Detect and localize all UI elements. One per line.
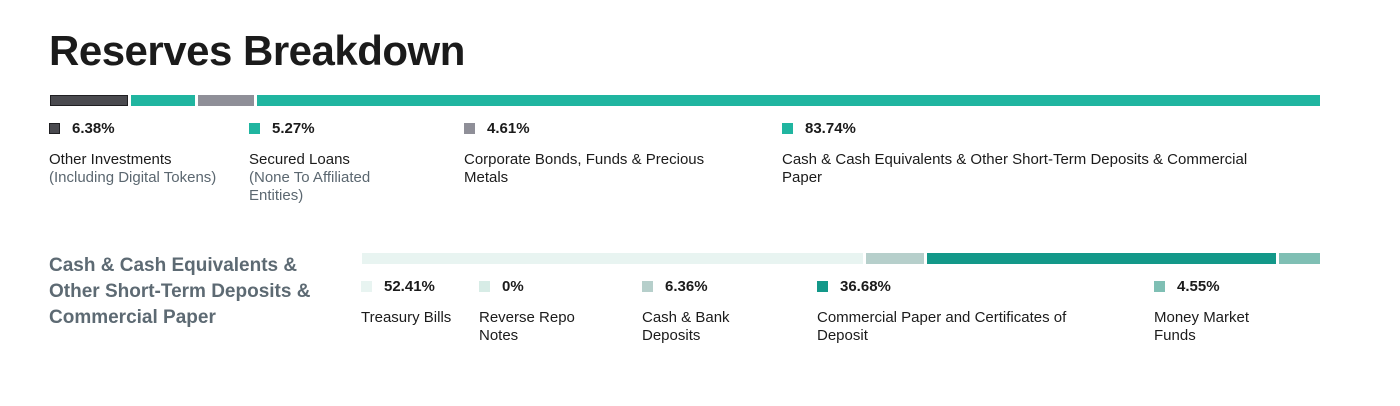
legend-percent: 5.27% [272,119,315,137]
bar-segment-5 [1279,253,1320,264]
legend-swatch [642,280,653,292]
legend-label: Other Investments [49,151,172,168]
legend-corporate-bonds: 4.61% Corporate Bonds, Funds & Precious … [464,119,734,187]
legend-label: Treasury Bills [361,309,452,326]
legend-percent: 4.61% [487,119,530,137]
legend-label: Corporate Bonds, Funds & Precious Metals [464,151,705,186]
legend-swatch [249,122,260,134]
legend-other-investments: 6.38% Other Investments (Including Digit… [49,119,229,187]
legend-label: Secured Loans [249,151,350,168]
bar-segment-1 [362,253,863,264]
legend-percent: 6.36% [665,277,708,295]
legend-swatch [361,280,372,292]
legend-swatch [479,280,490,292]
legend-percent: 4.55% [1177,277,1220,295]
bar-segment-2 [131,95,196,106]
legend-sublabel: (None To Affiliated Entities) [249,169,371,204]
legend-cash-bank-deposits: 6.36% Cash & Bank Deposits [642,277,752,345]
legend-label: Money Market Funds [1154,309,1250,344]
legend-percent: 6.38% [72,119,115,137]
cash-equivalents-stacked-bar [362,253,1323,264]
legend-label: Reverse Repo Notes [479,309,575,344]
reserves-stacked-bar [50,95,1323,106]
legend-treasury-bills: 52.41% Treasury Bills [361,277,461,327]
bar-segment-1 [50,95,129,106]
legend-cash-equivalents: 83.74% Cash & Cash Equivalents & Other S… [782,119,1282,187]
bar-segment-3 [865,253,924,264]
legend-swatch [49,122,60,134]
bar-segment-3 [198,95,254,106]
legend-money-market-funds: 4.55% Money Market Funds [1154,277,1274,345]
legend-swatch [1154,280,1165,292]
legend-label: Commercial Paper and Certificates of Dep… [817,309,1067,344]
legend-label: Cash & Bank Deposits [642,309,730,344]
legend-reverse-repo-notes: 0% Reverse Repo Notes [479,277,589,345]
legend-commercial-paper: 36.68% Commercial Paper and Certificates… [817,277,1097,345]
legend-sublabel: (Including Digital Tokens) [49,169,217,186]
legend-percent: 52.41% [384,277,435,295]
bar-segment-4 [926,253,1277,264]
legend-swatch [817,280,828,292]
legend-label: Cash & Cash Equivalents & Other Short-Te… [782,151,1248,186]
legend-swatch [464,122,475,134]
page-title: Reserves Breakdown [49,27,465,74]
breakdown-section-title: Cash & Cash Equivalents & Other Short-Te… [49,255,311,328]
legend-percent: 36.68% [840,277,891,295]
legend-secured-loans: 5.27% Secured Loans (None To Affiliated … [249,119,409,205]
legend-percent: 83.74% [805,119,856,137]
bar-segment-4 [256,95,1320,106]
legend-percent: 0% [502,277,524,295]
legend-swatch [782,122,793,134]
